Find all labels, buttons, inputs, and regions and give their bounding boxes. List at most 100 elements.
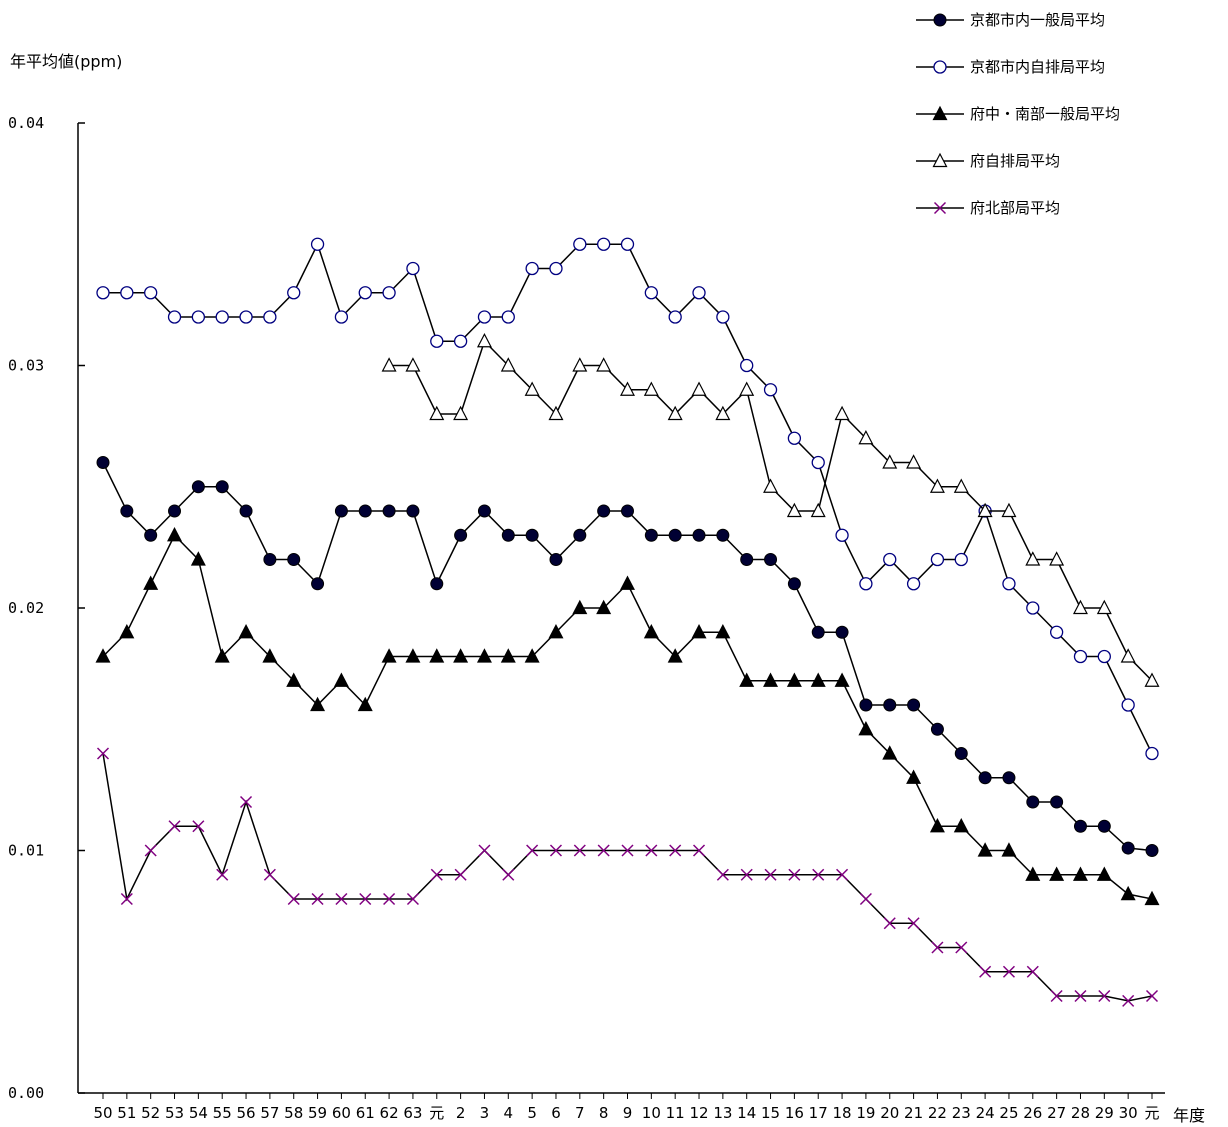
x-tick-label: 9 — [623, 1104, 633, 1122]
data-point — [573, 237, 587, 251]
cross-stroke — [836, 868, 849, 881]
data-point — [740, 358, 754, 373]
cross-stroke — [955, 941, 968, 954]
data-point — [572, 599, 588, 615]
data-point — [836, 868, 849, 881]
x-tick-label: 元 — [429, 1104, 444, 1122]
cross-stroke — [526, 844, 539, 857]
cross-stroke — [1098, 989, 1111, 1003]
data-point — [1121, 698, 1135, 712]
data-point — [239, 504, 253, 518]
data-point — [1097, 649, 1111, 664]
data-point — [691, 623, 707, 639]
data-point — [715, 405, 731, 421]
data-point — [95, 648, 111, 663]
x-tick-label: 17 — [809, 1104, 828, 1122]
data-point — [119, 623, 135, 639]
data-point — [239, 310, 253, 324]
cross-stroke — [502, 868, 515, 881]
data-point — [548, 405, 564, 421]
data-point — [262, 648, 278, 663]
data-point — [406, 892, 419, 906]
data-point — [1120, 648, 1136, 663]
x-tick-label: 6 — [551, 1104, 561, 1122]
data-point — [953, 817, 969, 833]
data-point — [669, 844, 682, 857]
data-point — [311, 577, 325, 591]
data-point — [549, 553, 563, 566]
data-point — [405, 648, 421, 663]
data-point — [357, 696, 373, 712]
legend-entry: 府北部局平均 — [916, 199, 1060, 217]
data-point — [764, 553, 778, 566]
data-point — [406, 261, 420, 276]
data-point — [500, 357, 516, 372]
data-point — [788, 868, 801, 881]
data-point — [740, 868, 753, 881]
data-point — [453, 405, 469, 421]
x-tick-label: 52 — [141, 1104, 160, 1122]
x-tick-label: 16 — [785, 1104, 804, 1122]
data-point — [716, 528, 730, 542]
data-point — [835, 528, 849, 542]
data-point — [739, 381, 755, 396]
x-axis-title: 年度 — [1173, 1106, 1205, 1125]
x-tick-label: 13 — [713, 1104, 732, 1122]
data-point — [263, 310, 277, 324]
legend-label: 京都市内一般局平均 — [970, 11, 1105, 29]
y-tick-label: 0.04 — [8, 114, 44, 132]
cross-stroke — [621, 844, 634, 857]
data-point — [572, 357, 588, 372]
data-point — [858, 720, 874, 736]
cross-stroke — [240, 795, 253, 809]
cross-stroke — [669, 844, 682, 857]
data-point — [930, 722, 944, 736]
x-tick-label: 50 — [93, 1104, 112, 1122]
data-point — [812, 868, 825, 881]
data-point — [1001, 502, 1017, 518]
data-point — [1025, 551, 1041, 566]
data-point — [215, 310, 229, 324]
data-point — [979, 965, 992, 978]
x-tick-label: 14 — [737, 1104, 756, 1122]
x-tick-label: 12 — [689, 1104, 708, 1122]
cross-stroke — [692, 844, 706, 857]
y-tick-label: 0.00 — [8, 1084, 44, 1102]
data-point — [190, 551, 206, 566]
cross-stroke — [979, 965, 992, 978]
data-point — [859, 698, 873, 712]
data-point — [549, 844, 563, 857]
data-point — [1073, 649, 1088, 664]
x-tick-label: 元 — [1144, 1104, 1159, 1122]
data-point — [167, 526, 183, 542]
x-tick-label: 55 — [213, 1104, 232, 1122]
data-point — [476, 332, 492, 348]
legend-entry: 京都市内自排局平均 — [916, 58, 1105, 76]
legend-marker — [932, 152, 948, 168]
cross-stroke — [740, 868, 753, 881]
x-tick-label: 30 — [1119, 1104, 1138, 1122]
x-tick-label: 61 — [356, 1104, 375, 1122]
data-point — [620, 575, 635, 590]
data-point — [310, 696, 326, 712]
data-point — [643, 623, 659, 639]
data-point — [192, 820, 205, 833]
data-point — [500, 648, 516, 663]
data-point — [334, 310, 349, 324]
data-point — [524, 648, 540, 663]
data-point — [501, 310, 515, 324]
data-point — [953, 478, 969, 493]
data-point — [1002, 965, 1015, 978]
data-point — [287, 286, 301, 300]
data-point — [906, 454, 922, 469]
data-point — [929, 817, 945, 833]
y-tick-label: 0.02 — [8, 599, 44, 617]
data-point — [191, 310, 206, 324]
data-point — [454, 528, 468, 542]
legend-label: 府自排局平均 — [970, 152, 1060, 170]
data-point — [930, 552, 945, 567]
cross-stroke — [645, 844, 658, 857]
data-point — [906, 577, 921, 591]
data-point — [787, 431, 802, 445]
cross-stroke — [311, 892, 324, 906]
